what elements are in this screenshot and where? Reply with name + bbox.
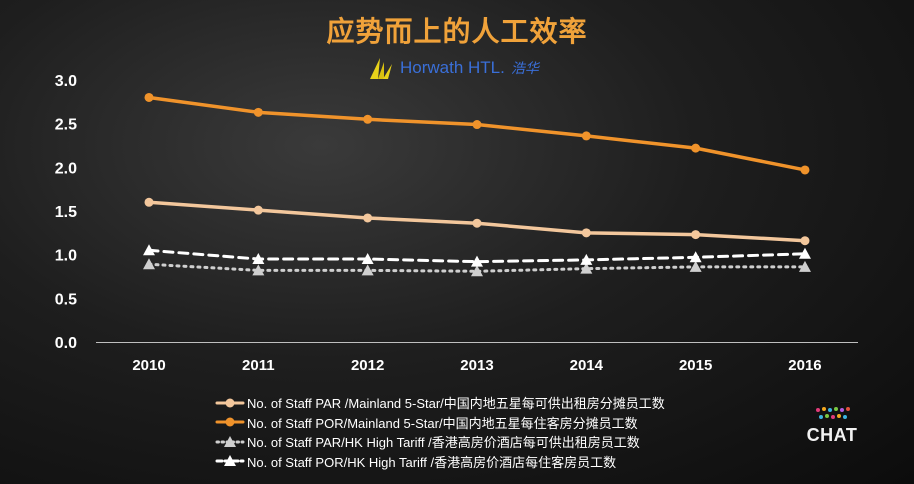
legend-item: No. of Staff PAR/HK High Tariff /香港高房价酒店… [215,432,735,452]
data-point [144,92,154,102]
legend-label: No. of Staff POR/HK High Tariff /香港高房价酒店… [247,454,617,470]
x-tick-label: 2012 [351,357,384,374]
y-tick-label: 1.5 [55,204,77,221]
series-3 [143,244,811,267]
data-point [470,255,483,267]
chart-legend: No. of Staff PAR /Mainland 5-Star/中国内地五星… [215,393,735,471]
legend-swatch [215,398,245,408]
series-0 [144,197,810,246]
x-tick-label: 2016 [788,357,821,374]
y-tick-label: 3.0 [55,73,77,90]
logo-chinese-text: 浩华 [510,61,539,77]
data-point [691,143,701,153]
data-point [689,251,702,263]
legend-marker [225,417,235,427]
y-tick-label: 1.0 [55,248,77,265]
data-point [581,131,591,141]
chart-title: 应势而上的人工效率 [326,15,588,48]
legend-swatch [215,417,245,427]
legend-item: No. of Staff PAR /Mainland 5-Star/中国内地五星… [215,393,735,413]
legend-marker [224,435,236,447]
data-point [363,213,373,223]
legend-marker [224,455,236,467]
x-tick-label: 2013 [460,357,493,374]
y-tick-label: 0.5 [55,291,77,308]
series-group [143,92,811,277]
data-point [798,260,811,272]
data-point [361,253,374,265]
y-tick-label: 2.5 [55,117,77,134]
data-point [580,262,593,274]
data-point [363,114,373,124]
x-tick-label: 2010 [132,357,165,374]
series-line [147,95,807,172]
data-point [691,230,701,240]
data-point [800,236,810,246]
chat-people-icon [816,407,850,419]
data-point [361,264,374,276]
data-point [252,264,265,276]
horwath-logo: Horwath HTL. 浩华 [368,55,539,81]
data-point [253,107,263,117]
legend-swatch [215,455,245,467]
y-tick-label: 2.0 [55,160,77,177]
data-point [143,244,155,256]
chat-logo-text: CHAT [806,425,858,445]
data-point [581,228,591,238]
x-tick-label: 2011 [242,357,275,374]
data-point [252,253,265,265]
legend-item: No. of Staff POR/Mainland 5-Star/中国内地五星每… [215,413,735,433]
data-point [580,253,593,265]
data-point [689,260,702,272]
series-2 [143,258,811,277]
data-point [800,165,810,175]
series-1 [144,92,810,175]
x-axis-ticks: 2010 2011 2012 2013 2014 2015 2016 [132,357,821,374]
data-point [798,247,811,259]
logo-text: Horwath HTL. [400,58,505,77]
legend-label: No. of Staff POR/Mainland 5-Star/中国内地五星每… [247,415,638,431]
data-point [472,120,482,130]
chat-logo: CHAT [800,405,864,446]
data-point [144,197,154,207]
data-point [470,265,483,277]
x-tick-label: 2015 [679,357,712,374]
data-point [253,205,263,215]
legend-item: No. of Staff POR/HK High Tariff /香港高房价酒店… [215,452,735,472]
legend-marker [225,398,235,408]
x-tick-label: 2014 [570,357,604,374]
legend-swatch [215,435,245,447]
legend-label: No. of Staff PAR/HK High Tariff /香港高房价酒店… [247,435,640,451]
y-tick-label: 0.0 [55,335,77,352]
legend-label: No. of Staff PAR /Mainland 5-Star/中国内地五星… [247,396,665,412]
data-point [143,258,155,270]
data-point [472,218,482,228]
horwath-logo-icon [370,58,392,79]
y-axis-ticks: 0.0 0.5 1.0 1.5 2.0 2.5 3.0 [55,73,77,352]
